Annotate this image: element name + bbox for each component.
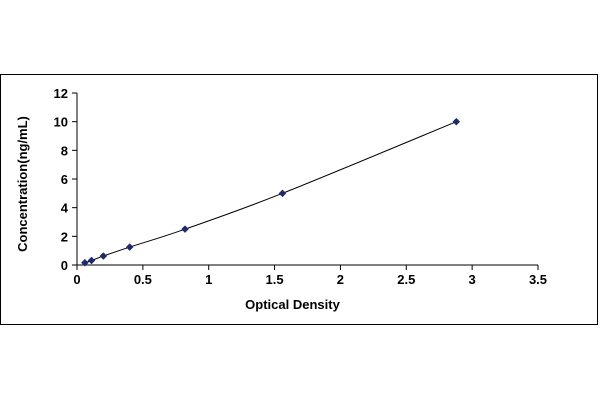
x-tick-label: 2.5 [397,272,415,287]
axes [72,92,539,270]
y-tick-label: 2 [61,229,68,244]
x-tick-label: 3 [469,272,476,287]
data-point [87,256,96,265]
y-tick-label: 12 [54,86,68,101]
y-tick-label: 10 [54,115,68,130]
y-tick-label: 4 [61,201,69,216]
y-tick-label: 8 [61,143,68,158]
y-axis-title: Concentration(ng/mL) [15,116,30,252]
data-point [181,225,189,234]
data-points [81,117,461,267]
fit-curve [84,121,457,264]
y-tick-label: 6 [61,172,68,187]
x-tick-labels: 0 0.5 1 1.5 2 2.5 3 3.5 [73,272,547,287]
x-tick-label: 3.5 [529,272,547,287]
data-point [99,252,108,260]
y-tick-label: 0 [61,258,68,273]
chart-plot: 0 0.5 1 1.5 2 2.5 3 3.5 0 2 4 6 8 10 12 Optical Densi… [15,86,547,312]
data-point [81,258,89,267]
y-tick-labels: 0 2 4 6 8 10 12 [54,86,69,273]
x-tick-label: 1 [205,272,212,287]
chart-frame: 0 0.5 1 1.5 2 2.5 3 3.5 0 2 4 6 8 10 12 Optical Densi… [0,74,598,325]
x-tick-label: 2 [337,272,344,287]
data-point [125,243,134,251]
x-tick-label: 1.5 [266,272,284,287]
x-tick-label: 0.5 [134,272,152,287]
data-point [452,117,461,126]
x-tick-label: 0 [73,272,80,287]
data-point [278,189,287,198]
trend-line [84,121,457,264]
x-axis-title: Optical Density [245,297,340,312]
